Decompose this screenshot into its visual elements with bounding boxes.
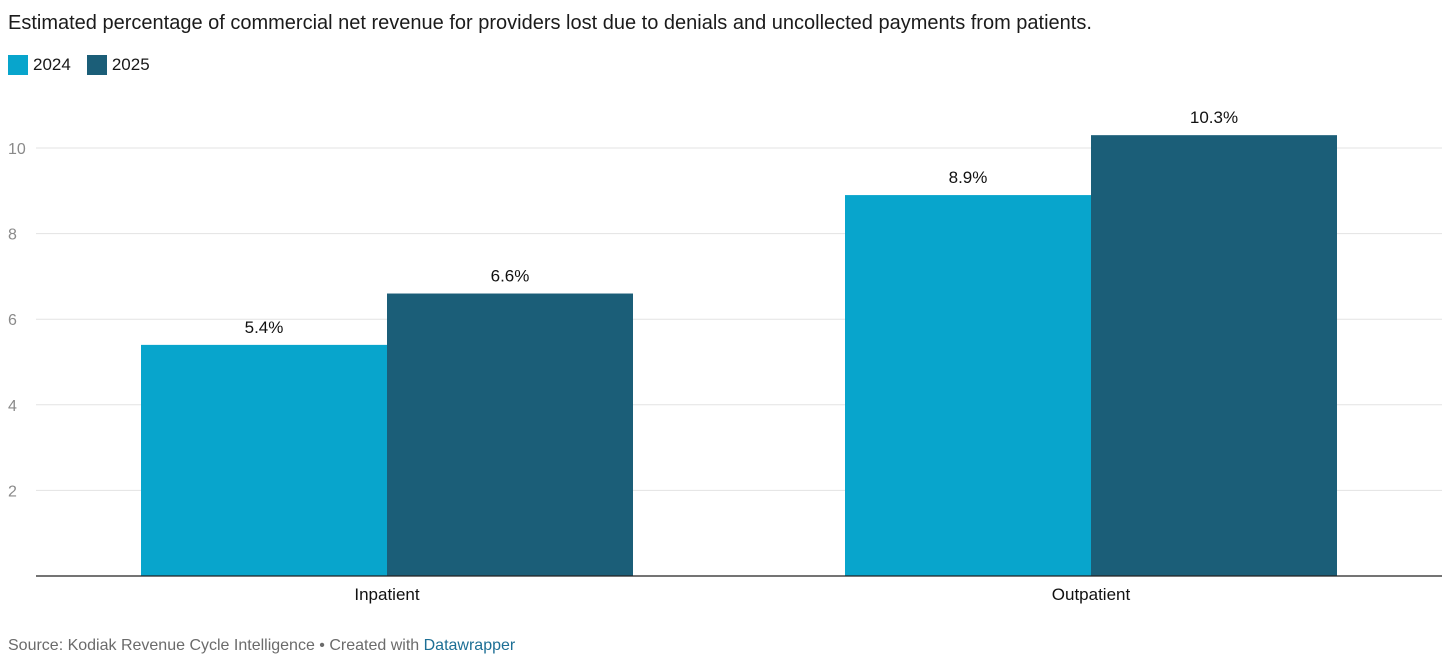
legend: 2024 2025 bbox=[8, 55, 166, 75]
legend-item-2025: 2025 bbox=[86, 55, 150, 75]
y-tick-label-6: 6 bbox=[8, 312, 17, 329]
y-tick-label-2: 2 bbox=[8, 483, 17, 500]
data-label-outpatient-2025: 10.3% bbox=[1190, 108, 1238, 127]
bar-inpatient-2024 bbox=[141, 344, 387, 576]
bar-outpatient-2024 bbox=[845, 195, 1091, 576]
y-tick-label-8: 8 bbox=[8, 227, 17, 244]
x-tick-label-inpatient: Inpatient bbox=[354, 585, 419, 604]
chart-title: Estimated percentage of commercial net r… bbox=[8, 12, 1092, 34]
data-label-inpatient-2025: 6.6% bbox=[491, 267, 530, 286]
legend-label-2025: 2025 bbox=[111, 55, 150, 74]
bar-chart: 2 4 6 8 10 5.4% 6.6% Inpatient 8.9% 10.3% Outpatie… bbox=[8, 108, 1442, 604]
bar-inpatient-2025 bbox=[387, 293, 633, 576]
legend-label-2024: 2024 bbox=[33, 55, 71, 74]
legend-swatch-2025 bbox=[86, 55, 107, 75]
y-tick-label-10: 10 bbox=[8, 141, 26, 158]
x-tick-label-outpatient: Outpatient bbox=[1052, 585, 1131, 604]
footer: Source: Kodiak Revenue Cycle Intelligenc… bbox=[8, 637, 515, 655]
legend-item-2024: 2024 bbox=[8, 55, 71, 75]
legend-swatch-2024 bbox=[8, 55, 28, 75]
data-label-inpatient-2024: 5.4% bbox=[245, 318, 284, 337]
y-tick-label-4: 4 bbox=[8, 398, 17, 415]
data-label-outpatient-2024: 8.9% bbox=[949, 168, 988, 187]
source-text: Source: Kodiak Revenue Cycle Intelligenc… bbox=[8, 637, 424, 654]
datawrapper-link[interactable]: Datawrapper bbox=[423, 637, 516, 654]
bar-outpatient-2025 bbox=[1091, 135, 1337, 576]
